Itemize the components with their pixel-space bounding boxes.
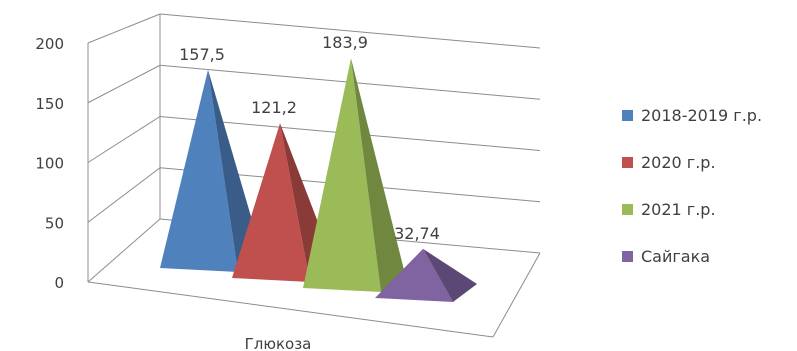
data-label: 183,9 [322,33,368,52]
pyramid-front-face [303,58,381,292]
side-gridline [87,218,161,283]
legend-item-2018-2019: 2018-2019 г.р. [622,104,762,126]
legend-label: 2020 г.р. [641,152,716,172]
legend-label: 2018-2019 г.р. [641,105,763,125]
data-labels: 157,5 121,2 183,9 32,74 [179,33,440,243]
x-category-label: Глюкоза [245,335,312,351]
side-gridline [87,64,161,104]
legend: 2018-2019 г.р. 2020 г.р. 2021 г.р. Сайга… [622,104,762,267]
chart-axes [87,14,541,338]
legend-swatch [622,250,633,262]
pyramid-side-face [423,248,477,302]
data-label: 32,74 [394,224,440,243]
legend-swatch [622,109,633,121]
pyramid-front-face [375,248,453,302]
y-tick-label: 100 [35,155,64,173]
legend-swatch [622,203,633,215]
x-axis-categories: Глюкоза [245,335,312,351]
y-tick-label: 0 [54,274,64,292]
legend-swatch [622,156,633,168]
y-tick-label: 150 [35,95,64,113]
pyramid-front-face [160,69,238,272]
y-tick-label: 200 [35,35,64,53]
side-gridline [87,13,161,44]
legend-item-2021: 2021 г.р. [622,198,762,220]
floor-right-edge [492,252,541,338]
pyramid-side-face [208,69,262,272]
y-tick-label: 50 [45,214,64,232]
y-axis-ticks: 0 50 100 150 200 [35,35,64,292]
side-gridline [87,167,161,223]
legend-label: Сайгака [641,246,711,266]
pyramid-front-face [232,123,310,282]
legend-item-saigaka: Сайгака [622,245,762,267]
chart-pyramids [160,58,477,302]
floor-front-edge [87,281,494,338]
data-label: 157,5 [179,45,225,64]
pyramid-side-face [351,58,405,292]
legend-label: 2021 г.р. [641,199,716,219]
legend-item-2020: 2020 г.р. [622,151,762,173]
side-gridline [87,116,161,163]
data-label: 121,2 [251,98,297,117]
back-gridline [159,13,541,49]
